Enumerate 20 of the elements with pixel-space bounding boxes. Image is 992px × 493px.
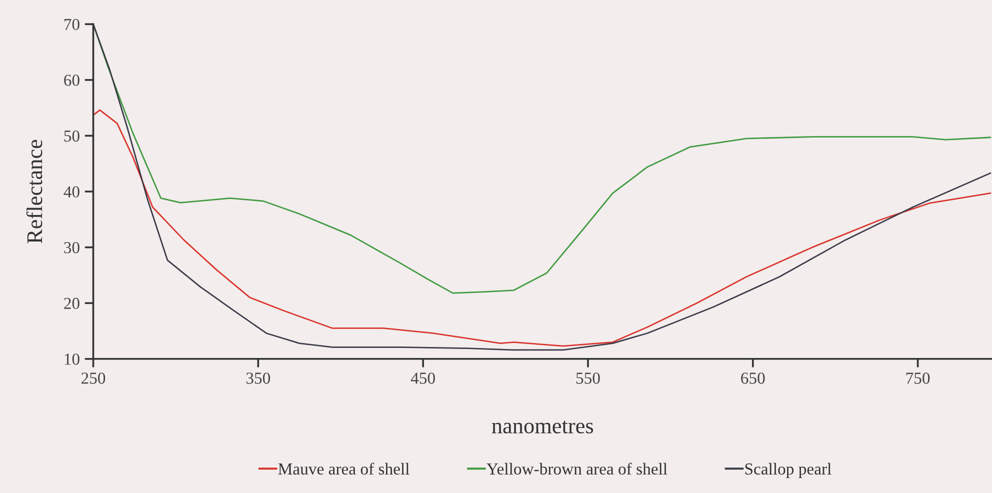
y-tick-label: 70 [64, 18, 80, 30]
x-tick-label: 650 [741, 372, 765, 384]
y-axis-title: Reflectance [26, 140, 42, 244]
legend-label: Mauve area of shell [278, 462, 410, 475]
y-tick-label: 30 [64, 242, 80, 254]
y-tick-label: 40 [64, 186, 80, 198]
y-tick-label: 50 [64, 130, 80, 142]
y-tick-label: 60 [64, 74, 80, 86]
legend-label: Yellow-brown area of shell [486, 462, 668, 475]
x-tick-label: 450 [410, 372, 435, 384]
x-tick-label: 550 [576, 372, 600, 384]
x-axis-title: nanometres [492, 420, 594, 434]
x-tick-label: 250 [81, 372, 106, 384]
line-series [93, 24, 992, 351]
y-tick-label: 20 [64, 298, 80, 310]
x-tick-label: 350 [246, 372, 270, 384]
y-tick-label: 10 [64, 354, 80, 365]
line-series [93, 109, 992, 347]
x-tick-label: 750 [906, 372, 930, 384]
legend-label: Scallop pearl [745, 462, 832, 478]
